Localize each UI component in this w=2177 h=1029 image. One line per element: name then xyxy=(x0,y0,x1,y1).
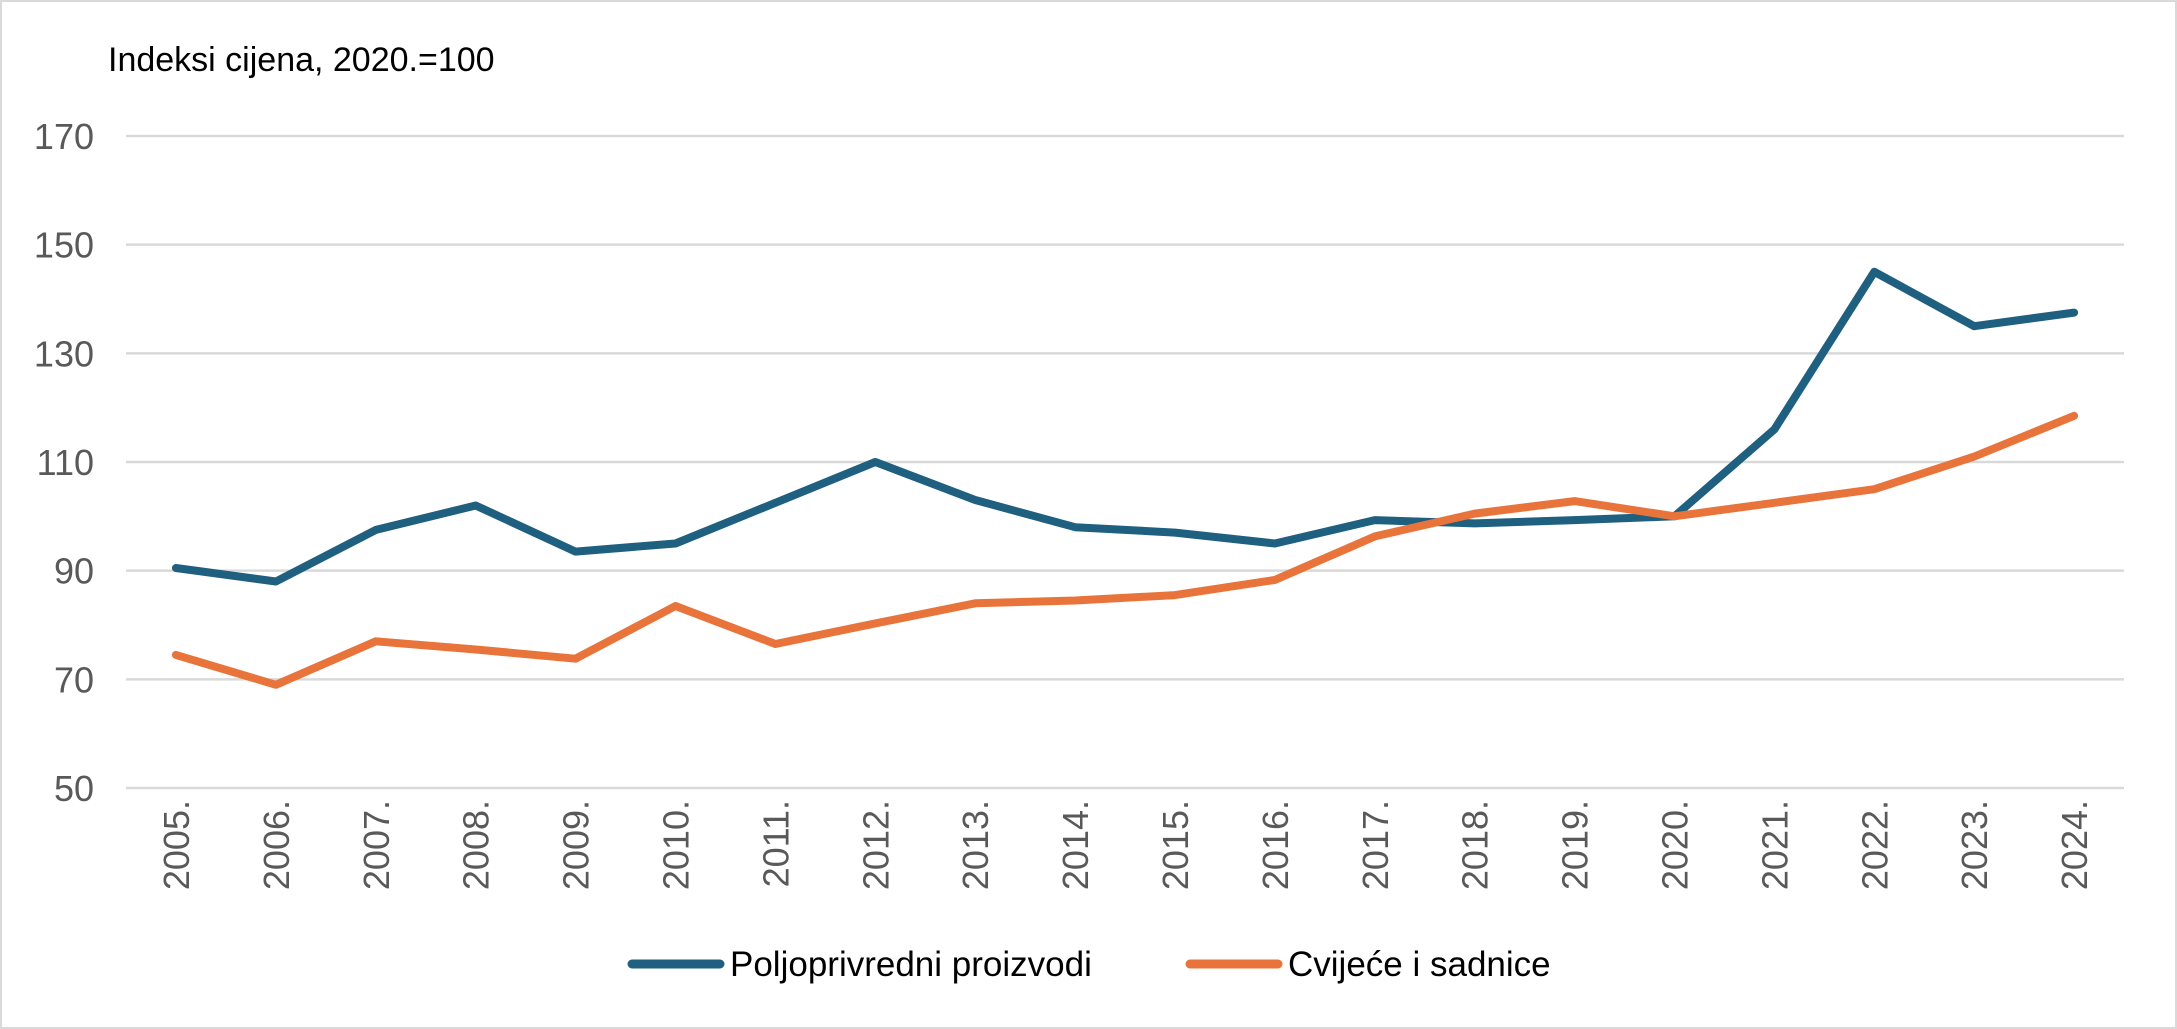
y-axis-ticks: 50 70 90 110 130 150 170 xyxy=(34,116,94,809)
x-tick-label: 2013. xyxy=(955,800,996,890)
series-line-1 xyxy=(171,267,2079,586)
x-tick-label: 2020. xyxy=(1654,800,1695,890)
x-tick-label: 2019. xyxy=(1555,800,1596,890)
x-tick-label: 2008. xyxy=(456,800,497,890)
legend-label: Cvijeće i sadnice xyxy=(1288,945,1551,984)
gridlines xyxy=(126,134,2124,790)
x-tick-label: 2024. xyxy=(2054,800,2095,890)
x-tick-label: 2007. xyxy=(356,800,397,890)
y-tick-label: 50 xyxy=(54,768,94,809)
x-tick-label: 2018. xyxy=(1455,800,1496,890)
x-tick-label: 2014. xyxy=(1055,800,1096,890)
x-tick-label: 2015. xyxy=(1155,800,1196,890)
x-tick-label: 2009. xyxy=(556,800,597,890)
y-tick-label: 130 xyxy=(34,333,94,374)
y-tick-label: 90 xyxy=(54,551,94,592)
x-tick-label: 2023. xyxy=(1954,800,1995,890)
x-tick-label: 2017. xyxy=(1355,800,1396,890)
legend: Poljoprivredni proizvodi Cvijeće i sadnic… xyxy=(627,945,1551,984)
x-tick-label: 2005. xyxy=(156,800,197,890)
x-tick-label: 2006. xyxy=(256,800,297,890)
series-lines xyxy=(171,267,2079,689)
x-tick-label: 2011. xyxy=(755,800,796,887)
y-tick-label: 70 xyxy=(54,659,94,700)
legend-label: Poljoprivredni proizvodi xyxy=(730,945,1092,984)
y-tick-label: 150 xyxy=(34,225,94,266)
y-tick-label: 110 xyxy=(37,442,94,483)
x-tick-label: 2021. xyxy=(1754,800,1795,890)
x-tick-label: 2012. xyxy=(855,800,896,890)
x-axis-ticks: 2005. 2006. 2007. 2008. 2009. 2010. 2011. 2012.… xyxy=(156,800,2095,890)
x-tick-label: 2022. xyxy=(1854,800,1895,890)
series-line-2 xyxy=(171,411,2079,689)
y-axis-title: Indeksi cijena, 2020.=100 xyxy=(108,41,495,79)
x-tick-label: 2010. xyxy=(655,800,696,890)
y-tick-label: 170 xyxy=(34,116,94,157)
x-tick-label: 2016. xyxy=(1255,800,1296,890)
